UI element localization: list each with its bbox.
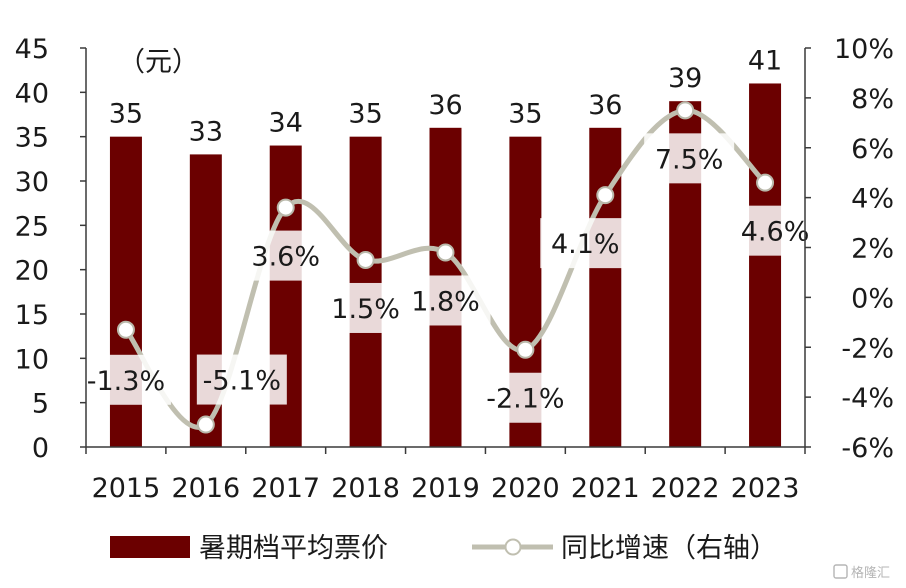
right-tick-label: 0%: [851, 283, 894, 314]
growth-rate-label: -2.1%: [486, 384, 564, 415]
growth-label-box: [540, 218, 631, 269]
bar-value-label: 41: [748, 45, 782, 76]
left-axis-unit: （元）: [118, 47, 199, 78]
left-tick-label: 0: [32, 433, 49, 464]
legend: 暑期档平均票价 同比增速（右轴）: [110, 533, 777, 564]
right-axis-ticks: -6% -4% -2% 0% 2% 4% 6% 8% 10%: [805, 34, 894, 464]
growth-rate-label: 4.1%: [551, 229, 620, 260]
growth-point-2021: [596, 186, 615, 205]
x-tick-label: 2020: [491, 473, 560, 504]
x-tick-label: 2017: [251, 473, 320, 504]
bar-2023: [749, 83, 782, 447]
right-tick-label: 4%: [851, 184, 894, 215]
bar-value-label: 39: [668, 63, 702, 94]
bar-value-label: 33: [189, 116, 223, 147]
growth-label-box: [196, 354, 287, 405]
x-tick-label: 2019: [411, 473, 480, 504]
growth-point-2015: [116, 320, 135, 339]
growth-point-2016: [196, 415, 215, 434]
growth-rate-label: -5.1%: [203, 366, 281, 397]
bar-value-label: 36: [588, 90, 622, 121]
growth-rate-label: 1.5%: [331, 294, 400, 325]
watermark-logo-icon: [833, 564, 848, 579]
right-tick-label: -4%: [841, 383, 894, 414]
growth-rate-label: 3.6%: [251, 242, 320, 273]
right-tick-label: 10%: [834, 34, 894, 65]
bar-value-label: 35: [508, 99, 542, 130]
bar-value-label: 35: [348, 99, 382, 130]
growth-rate-label: 7.5%: [655, 144, 724, 175]
bar-labels-layer: 35 33 34 35 36 35 36 39 41: [109, 45, 782, 147]
left-tick-label: 15: [15, 300, 49, 331]
left-tick-label: 35: [15, 123, 49, 154]
bar-value-label: 34: [269, 108, 303, 139]
left-tick-label: 30: [15, 167, 49, 198]
left-axis-ticks: 0 5 10 15 20 25 30 35 40 45: [15, 34, 86, 464]
growth-label-box: [644, 133, 735, 184]
x-tick-label: 2016: [171, 473, 240, 504]
left-tick-label: 25: [15, 211, 49, 242]
growth-rate-label: 1.8%: [411, 286, 480, 317]
left-tick-label: 40: [15, 78, 49, 109]
growth-point-2017: [276, 198, 295, 217]
growth-point-2019: [436, 243, 455, 262]
growth-rate-label: 4.6%: [741, 217, 810, 248]
legend-line-label: 同比增速（右轴）: [561, 533, 777, 564]
x-axis-ticks: 2015 2016 2017 2018 2019 2020 2021 2022 2023: [85, 447, 806, 504]
growth-point-2018: [356, 250, 375, 269]
x-tick-label: 2015: [92, 473, 161, 504]
left-tick-label: 20: [15, 256, 49, 287]
left-tick-label: 10: [15, 344, 49, 375]
x-tick-label: 2022: [651, 473, 720, 504]
growth-label-box: [480, 372, 571, 423]
legend-bar-swatch: [110, 536, 190, 558]
growth-rate-label: -1.3%: [87, 366, 165, 397]
x-tick-label: 2023: [731, 473, 800, 504]
right-tick-label: 6%: [851, 134, 894, 165]
growth-point-2023: [756, 173, 775, 192]
left-tick-label: 45: [15, 34, 49, 65]
growth-point-2022: [676, 101, 695, 120]
x-tick-label: 2018: [331, 473, 400, 504]
legend-bar-label: 暑期档平均票价: [199, 533, 388, 564]
bar-value-label: 35: [109, 99, 143, 130]
growth-label-box: [80, 354, 171, 405]
legend-line-marker: [504, 538, 522, 556]
watermark: 格隆汇: [833, 564, 890, 581]
bar-value-label: 36: [428, 90, 462, 121]
growth-label-box: [400, 275, 491, 326]
right-tick-label: -2%: [841, 333, 894, 364]
right-tick-label: 2%: [851, 234, 894, 265]
x-tick-label: 2021: [571, 473, 640, 504]
growth-label-box: [320, 282, 411, 333]
right-tick-label: -6%: [841, 433, 894, 464]
right-tick-label: 8%: [851, 84, 894, 115]
watermark-text: 格隆汇: [851, 565, 890, 581]
growth-point-2020: [516, 340, 535, 359]
left-tick-label: 5: [32, 389, 49, 420]
growth-label-box: [240, 230, 331, 281]
